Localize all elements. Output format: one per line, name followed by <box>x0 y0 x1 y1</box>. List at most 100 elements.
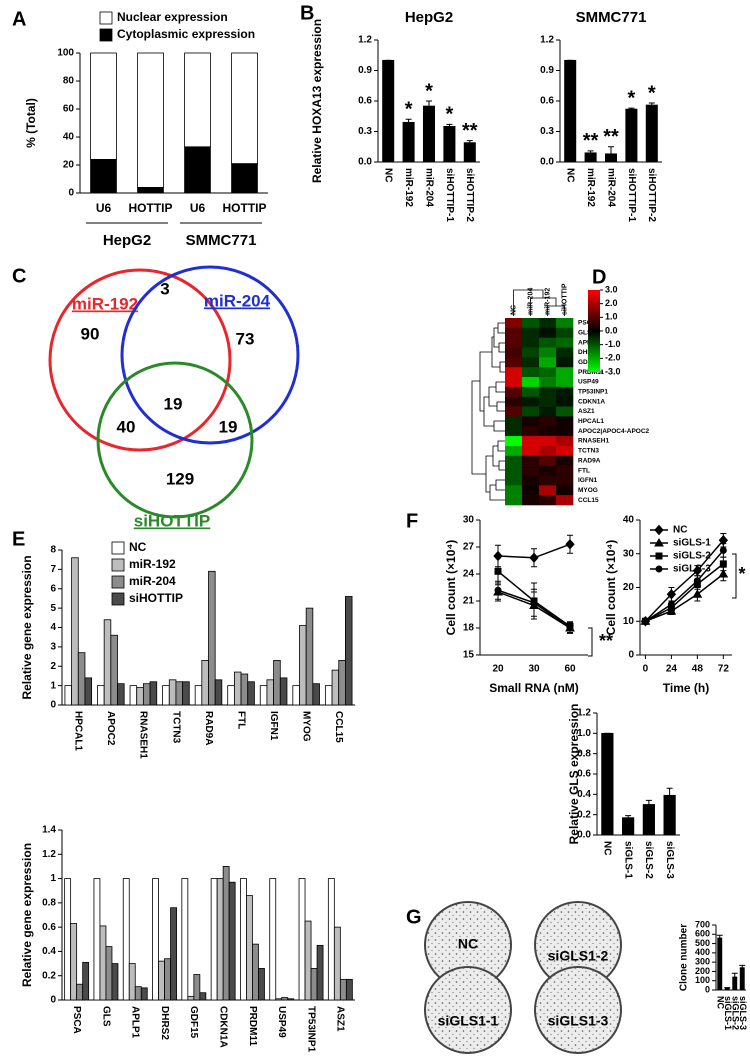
bar <box>77 984 83 1000</box>
bar <box>332 670 339 705</box>
bar <box>325 686 332 705</box>
marker <box>642 618 648 624</box>
heat-cell <box>539 485 556 495</box>
bar <box>328 879 334 1000</box>
bar <box>258 968 264 1000</box>
y-tick-label: 0.6 <box>358 96 372 107</box>
y-tick-label: 7 <box>50 564 56 575</box>
bar <box>260 686 267 705</box>
legend-label: NC <box>673 525 687 536</box>
heat-cell <box>556 466 573 476</box>
legend-label: Nuclear expression <box>117 10 228 24</box>
marker <box>656 553 662 559</box>
x-tick-label: PRDM11 <box>247 1006 258 1046</box>
x-tick-label: 20 <box>492 664 504 675</box>
significance: ** <box>462 120 478 142</box>
x-tick-label: siHOTTIP-1 <box>626 168 637 222</box>
row-label: IGFN1 <box>578 477 598 484</box>
bar <box>182 879 188 1000</box>
y-tick-label: 0.4 <box>577 789 591 800</box>
legend-label: siGLS-3 <box>673 564 711 575</box>
error-bar <box>667 788 673 795</box>
x-tick-label: U6 <box>96 201 112 215</box>
bar <box>282 998 288 1000</box>
bar <box>65 686 72 705</box>
heat-cell <box>505 377 522 387</box>
x-tick-label: 60 <box>564 664 576 675</box>
bar <box>104 620 111 705</box>
heat-cell <box>539 367 556 377</box>
bar <box>288 999 294 1000</box>
bar <box>232 164 258 193</box>
bar <box>565 60 576 162</box>
marker <box>495 587 501 593</box>
heat-cell <box>522 485 539 495</box>
heat-cell <box>556 436 573 446</box>
heat-cell <box>556 446 573 456</box>
y-tick-label: 0.3 <box>358 126 372 137</box>
heat-cell <box>539 466 556 476</box>
y-tick-label: 30 <box>463 515 475 526</box>
x-tick-label: siHOTTIP-2 <box>464 168 475 222</box>
bar <box>403 122 414 162</box>
y-axis-label: Relative gene expression <box>20 843 34 987</box>
x-tick-label: 72 <box>718 664 730 675</box>
y-tick-label: 200 <box>695 966 710 976</box>
y-tick-label: 500 <box>695 938 710 948</box>
heat-cell <box>522 475 539 485</box>
heat-cell <box>556 426 573 436</box>
heat-cell <box>556 475 573 485</box>
color-tick-label: 2.0 <box>605 298 618 308</box>
x-tick-label: miR-192 <box>585 168 596 207</box>
bar <box>165 959 171 1000</box>
row-label: TCTN3 <box>578 448 599 455</box>
legend-swatch <box>112 559 124 571</box>
bar <box>241 674 248 705</box>
y-tick-label: 0.6 <box>42 922 56 933</box>
heat-cell <box>505 348 522 358</box>
bar <box>94 879 100 1000</box>
x-tick-label: 24 <box>666 664 678 675</box>
row-label: RNASEH1 <box>578 438 609 445</box>
color-tick-label: 1.0 <box>605 312 618 322</box>
bar <box>340 979 346 1000</box>
bar <box>185 147 211 193</box>
marker <box>567 625 573 631</box>
heat-cell <box>505 446 522 456</box>
column-label: NC <box>510 305 517 315</box>
bar <box>138 53 164 187</box>
row-label: CDKN1A <box>578 398 605 405</box>
colony-dish <box>535 967 621 1053</box>
row-label: RAD9A <box>578 457 601 464</box>
bar <box>97 686 104 705</box>
y-tick-label: 6 <box>50 583 56 594</box>
heat-cell <box>539 357 556 367</box>
heat-cell <box>505 426 522 436</box>
heat-cell <box>556 495 573 505</box>
panel-letter: E <box>12 528 25 550</box>
x-tick-label: IGFN1 <box>268 711 279 741</box>
bar <box>383 60 394 162</box>
y-tick-label: 0.0 <box>540 157 554 168</box>
heat-cell <box>556 407 573 417</box>
bar <box>643 805 654 836</box>
heat-cell <box>539 318 556 328</box>
bar <box>111 635 118 705</box>
heat-cell <box>556 357 573 367</box>
x-tick-label: ASZ1 <box>335 1006 346 1032</box>
heat-cell <box>539 475 556 485</box>
error-bar <box>717 935 723 938</box>
x-tick-label: siGLS-3 <box>664 841 675 879</box>
marker <box>668 601 674 607</box>
x-tick-label: HOTTIP <box>129 201 173 215</box>
heat-cell <box>522 407 539 417</box>
y-tick-label: 21 <box>463 596 475 607</box>
y-tick-label: 0.6 <box>540 96 554 107</box>
y-tick-label: 0.2 <box>577 809 591 820</box>
bar <box>740 968 744 990</box>
x-tick-label: HPCAL1 <box>73 711 84 751</box>
x-tick-label: U6 <box>190 201 206 215</box>
bar <box>306 608 313 705</box>
heat-cell <box>522 357 539 367</box>
